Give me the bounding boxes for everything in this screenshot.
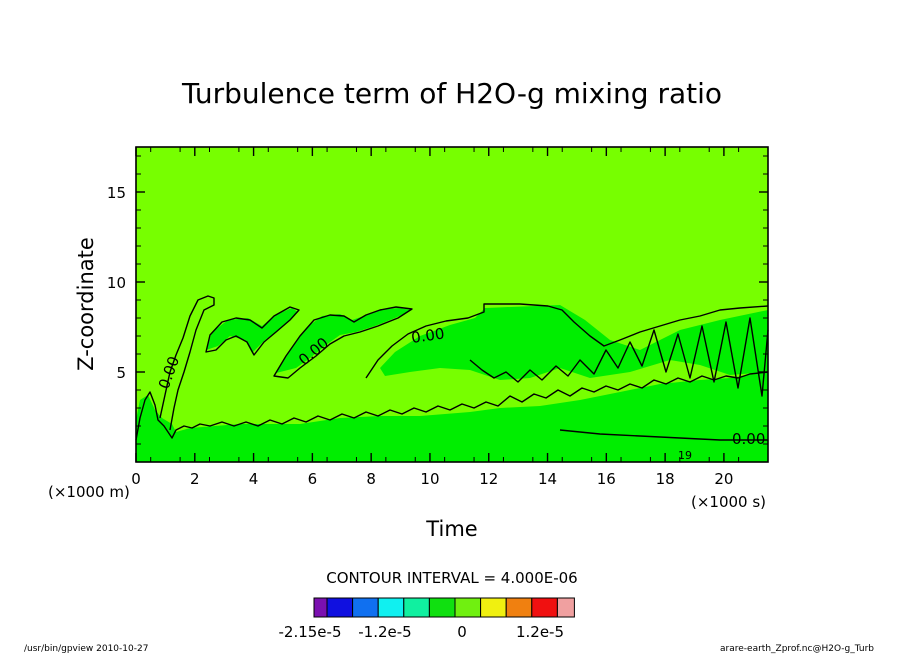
colorbar-tick-label: -1.2e-5 (358, 623, 411, 641)
plot-frame (135, 146, 769, 463)
contour-line-lower (135, 371, 769, 441)
colorbar-swatch (428, 597, 456, 618)
colorbar-tick-label: 0 (457, 623, 467, 641)
upper-zero-fill (380, 305, 768, 380)
contour-line-upper-band (365, 303, 769, 379)
x-tick-label: 2 (190, 470, 200, 488)
x-tick-label: 0 (131, 470, 141, 488)
colorbar-swatch (352, 597, 379, 618)
x-tick-label: 8 (366, 470, 376, 488)
y-axis-title: Z-coordinate (74, 237, 98, 371)
contour-line-bottom (559, 429, 768, 441)
colorbar-swatch (480, 597, 507, 618)
x-tick-label: 12 (479, 470, 498, 488)
near-zero-fill (136, 372, 768, 462)
x-axis: 0 2 4 6 8 10 12 14 16 18 20 (131, 147, 740, 488)
x-unit-label: (×1000 s) (691, 493, 766, 511)
contour-line-left-plume (159, 295, 215, 431)
y-tick-label: 10 (107, 274, 126, 292)
y-axis: 5 10 15 (107, 155, 768, 445)
colorbar-swatch (403, 597, 430, 618)
colorbar-swatch (505, 597, 533, 618)
colorbar-swatch (377, 597, 405, 618)
footer-left: /usr/bin/gpview 2010-10-27 (24, 644, 148, 654)
colorbar-tick-label: -2.15e-5 (279, 623, 342, 641)
contour-line-noise-right (469, 317, 769, 397)
colorbar-tick-labels: -2.15e-5 -1.2e-5 0 1.2e-5 (279, 623, 565, 641)
footer-right: arare-earth_Zprof.nc@H2O-g_Turb (720, 644, 874, 654)
contour-label: 0.00 (410, 324, 446, 346)
x-tick-label: 16 (597, 470, 616, 488)
colorbar-swatch (454, 597, 482, 618)
y-unit-label: (×1000 m) (48, 483, 130, 501)
x-tick-label: 6 (308, 470, 318, 488)
x-tick-label: 18 (656, 470, 675, 488)
contour-lines (135, 295, 769, 441)
blob-b-fill (276, 308, 412, 373)
chart-title: Turbulence term of H2O-g mixing ratio (181, 77, 722, 110)
contour-line-blob-a (205, 306, 300, 356)
x-tick-label: 10 (420, 470, 439, 488)
contour-line-blob-b (273, 306, 413, 379)
colorbar-swatch (531, 597, 558, 618)
contour-label: 19 (678, 449, 692, 462)
blob-a-fill (206, 308, 298, 353)
x-tick-label: 14 (538, 470, 557, 488)
colorbar-swatch (556, 597, 575, 618)
colorbar-swatch (313, 597, 328, 618)
colorbar-tick-label: 1.2e-5 (516, 623, 564, 641)
x-axis-title: Time (425, 517, 477, 541)
colorbar (313, 597, 575, 618)
y-tick-label: 15 (107, 184, 126, 202)
contour-interval: CONTOUR INTERVAL = 4.000E-06 (326, 569, 577, 587)
contour-label: 0.00 (732, 430, 765, 448)
colorbar-swatch (326, 597, 354, 618)
y-tick-label: 5 (116, 364, 126, 382)
x-tick-label: 4 (249, 470, 259, 488)
x-tick-label: 20 (714, 470, 733, 488)
